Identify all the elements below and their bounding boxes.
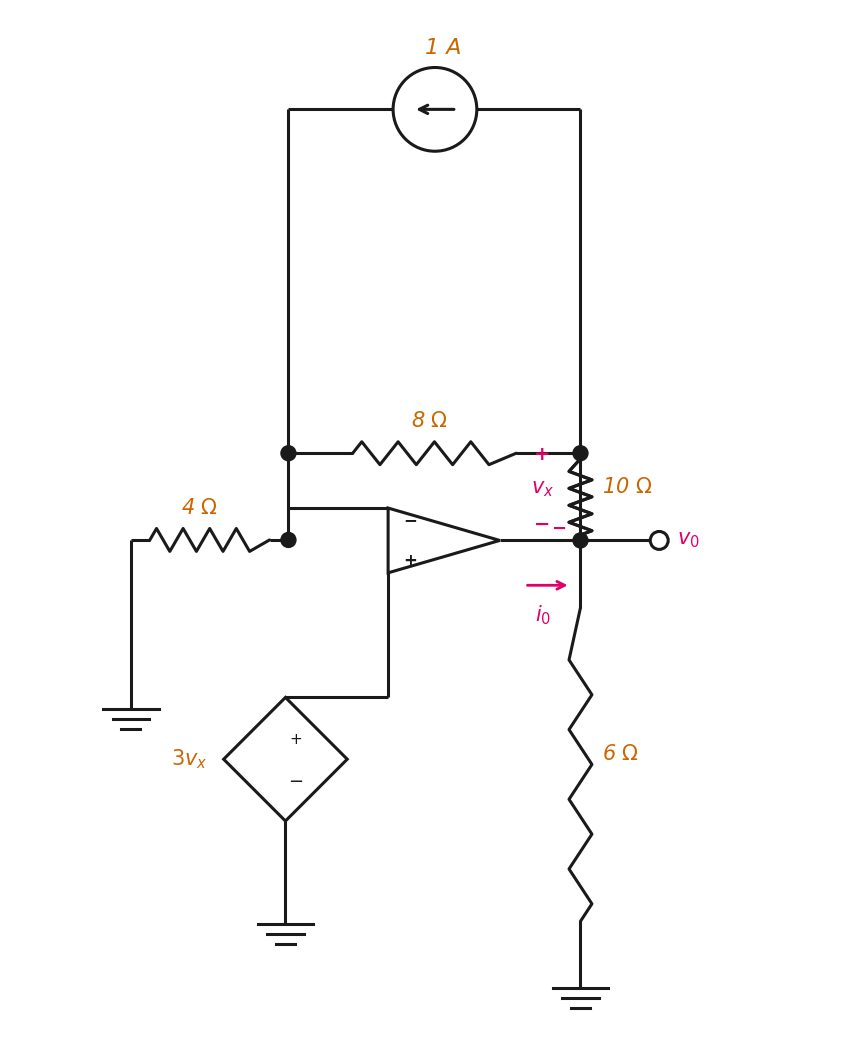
Text: 10 $\Omega$: 10 $\Omega$ xyxy=(603,477,652,496)
Text: +: + xyxy=(403,552,417,569)
Text: 1 A: 1 A xyxy=(425,38,461,57)
Text: −: − xyxy=(288,773,303,792)
Text: −: − xyxy=(551,519,566,537)
Text: −: − xyxy=(403,511,417,529)
Text: $i_0$: $i_0$ xyxy=(534,603,550,627)
Circle shape xyxy=(281,445,296,461)
Text: 8 $\Omega$: 8 $\Omega$ xyxy=(411,411,448,432)
Circle shape xyxy=(573,533,588,548)
Text: +: + xyxy=(534,445,551,464)
Text: +: + xyxy=(289,732,302,747)
Circle shape xyxy=(573,445,588,461)
Text: 6 $\Omega$: 6 $\Omega$ xyxy=(603,745,640,765)
Text: −: − xyxy=(534,515,551,534)
Text: $v_0$: $v_0$ xyxy=(677,531,700,551)
Text: $v_x$: $v_x$ xyxy=(531,479,555,499)
Text: 4 $\Omega$: 4 $\Omega$ xyxy=(181,498,219,518)
Circle shape xyxy=(281,533,296,548)
Text: $3v_x$: $3v_x$ xyxy=(171,748,208,771)
